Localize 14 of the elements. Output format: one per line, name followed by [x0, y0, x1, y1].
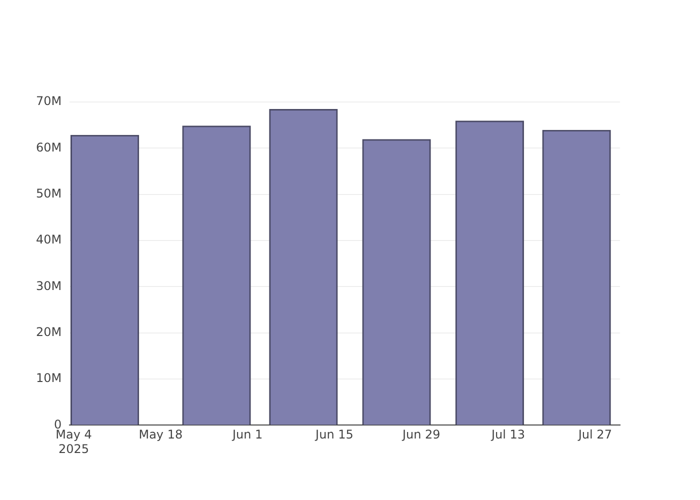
- x-tick-label: Jun 29: [401, 428, 440, 442]
- y-tick-label: 70M: [36, 94, 62, 108]
- x-tick-label: Jul 27: [577, 428, 612, 442]
- x-tick-label: Jul 13: [490, 428, 526, 442]
- y-tick-label: 30M: [36, 278, 62, 293]
- x-tick-label: May 4 2025: [56, 428, 92, 456]
- y-tick-label: 20M: [36, 324, 62, 339]
- y-tick-label: 60M: [36, 140, 62, 154]
- x-tick-label: May 18: [138, 428, 183, 442]
- y-tick-label: 50M: [36, 186, 62, 200]
- x-tick-label: Jun 1: [231, 428, 263, 442]
- y-tick-label: 10M: [36, 371, 62, 386]
- y-tick-label: 40M: [36, 232, 62, 247]
- x-tick-label: Jun 15: [314, 428, 354, 442]
